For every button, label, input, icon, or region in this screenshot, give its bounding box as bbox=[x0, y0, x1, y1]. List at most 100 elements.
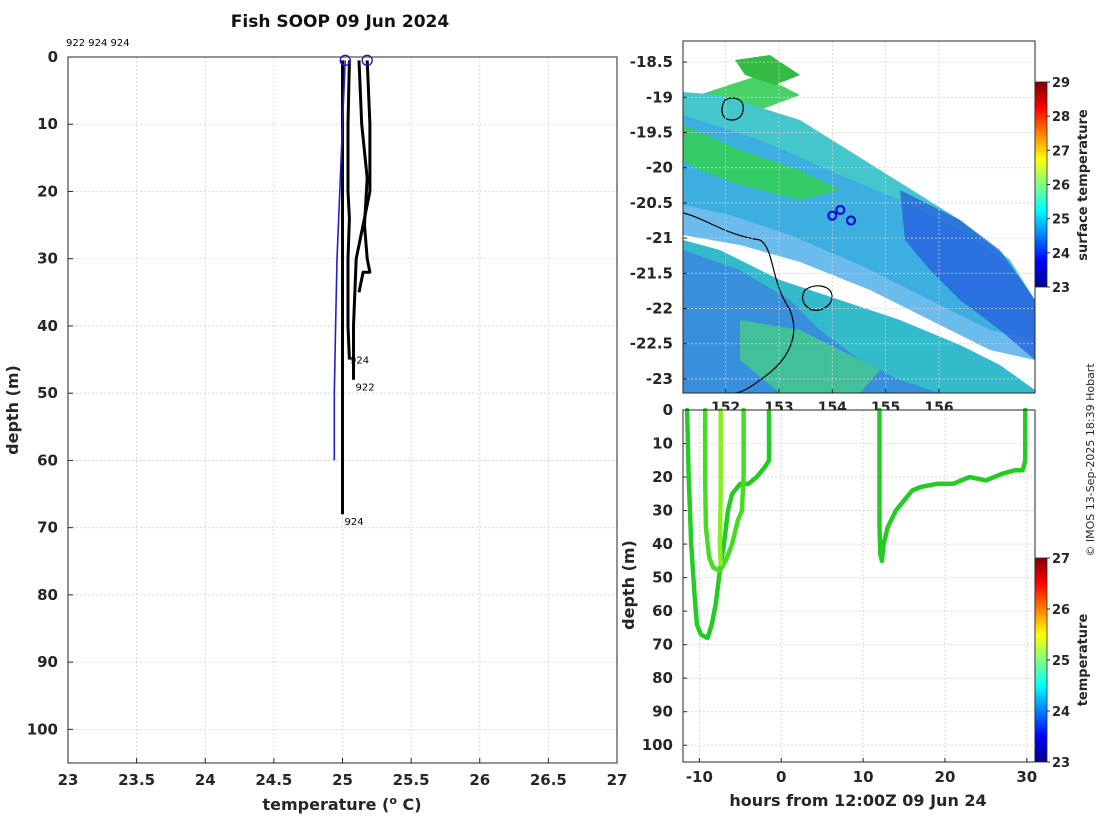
profile-y-tick-label: 100 bbox=[27, 720, 58, 738]
profile-x-axis-label: temperature (o C) bbox=[262, 794, 421, 815]
map-y-tick-label: -20.5 bbox=[630, 194, 673, 212]
profile-x-tick-label: 24.5 bbox=[255, 771, 292, 789]
profile-y-tick-label: 50 bbox=[37, 384, 58, 402]
depth-time-y-tick-label: 80 bbox=[652, 669, 673, 687]
profile-y-tick-label: 80 bbox=[37, 586, 58, 604]
sst-band-south-green bbox=[740, 320, 880, 393]
credit-text: © IMOS 13-Sep-2025 18:39 Hobart bbox=[1084, 363, 1097, 557]
map-station-markers bbox=[827, 204, 857, 226]
depth-time-series-line bbox=[717, 407, 723, 567]
depth-time-series-line bbox=[684, 407, 772, 641]
profile-y-tick-label: 40 bbox=[37, 317, 58, 335]
depth-time-y-tick-label: 0 bbox=[663, 401, 673, 419]
map-y-tick-label: -19 bbox=[646, 88, 673, 106]
depth-time-series-line bbox=[702, 407, 746, 574]
depth-time-x-axis-label: hours from 12:00Z 09 Jun 24 bbox=[729, 791, 986, 810]
profile-y-tick-label: 60 bbox=[37, 451, 58, 469]
depth-time-y-tick-label: 10 bbox=[652, 435, 673, 453]
profile-x-tick-label: 23 bbox=[58, 771, 79, 789]
sst-band-green-stripe bbox=[683, 125, 840, 200]
depth-time-y-tick-label: 50 bbox=[652, 569, 673, 587]
depth-time-colorbar-tick-label: 25 bbox=[1052, 654, 1070, 669]
profile-y-tick-label: 90 bbox=[37, 653, 58, 671]
depth-time-x-tick-label: 10 bbox=[853, 768, 874, 786]
profile-series-line bbox=[346, 60, 351, 360]
profile-surface-marker bbox=[339, 54, 351, 67]
profile-y-tick-label: 70 bbox=[37, 519, 58, 537]
sst-heatmap bbox=[683, 55, 1035, 393]
profile-y-tick-label: 10 bbox=[37, 115, 58, 133]
map-y-ticks: -18.5 -19 -19.5 -20 -20.5 -21 -21.5 -22 -22.5 -23 bbox=[630, 53, 673, 388]
map-y-tick-label: -19.5 bbox=[630, 124, 673, 142]
map-colorbar bbox=[1034, 81, 1048, 288]
profile-cast-label: 922 bbox=[355, 382, 374, 393]
depth-time-y-tick-label: 40 bbox=[652, 535, 673, 553]
depth-time-y-tick-label: 90 bbox=[652, 703, 673, 721]
depth-time-colorbar bbox=[1034, 557, 1048, 763]
profile-cast-label: 924 bbox=[345, 517, 364, 528]
depth-time-y-tick-label: 30 bbox=[652, 502, 673, 520]
map-y-tick-label: -22 bbox=[646, 300, 673, 318]
depth-time-colorbar-label: temperature bbox=[1076, 614, 1091, 707]
coastline bbox=[683, 212, 795, 393]
depth-time-colorbar-tick-label: 26 bbox=[1052, 603, 1070, 618]
reef-outline-north bbox=[721, 97, 744, 121]
profile-y-tick-label: 30 bbox=[37, 250, 58, 268]
map-colorbar-tick-label: 29 bbox=[1052, 76, 1070, 91]
map-y-tick-label: -18.5 bbox=[630, 53, 673, 71]
map-colorbar-label: surface temperature bbox=[1076, 109, 1091, 261]
profile-series-line bbox=[333, 60, 346, 461]
profile-y-tick-label: 0 bbox=[48, 48, 58, 66]
depth-time-series-line bbox=[877, 407, 1028, 564]
map-station-marker bbox=[845, 215, 857, 226]
depth-time-y-axis-label: depth (m) bbox=[619, 540, 638, 630]
profile-series bbox=[333, 54, 373, 515]
profile-x-tick-label: 25.5 bbox=[393, 771, 430, 789]
profile-labels: 924 922 924 bbox=[345, 356, 375, 528]
profile-top-label: 922 924 924 bbox=[66, 38, 130, 49]
map-colorbar-tick-label: 26 bbox=[1052, 179, 1070, 194]
map-y-tick-label: -21.5 bbox=[630, 264, 673, 282]
map-colorbar-tick-label: 23 bbox=[1052, 281, 1070, 296]
sst-band-cool bbox=[900, 190, 1035, 360]
reef-outline-south bbox=[802, 285, 833, 311]
map-colorbar-tick-label: 24 bbox=[1052, 247, 1070, 262]
depth-time-y-tick-label: 20 bbox=[652, 468, 673, 486]
map-y-tick-label: -20 bbox=[646, 159, 673, 177]
map-station-marker bbox=[827, 210, 838, 221]
map-y-tick-label: -21 bbox=[646, 229, 673, 247]
depth-time-y-tick-label: 70 bbox=[652, 636, 673, 654]
depth-time-colorbar-tick-label: 24 bbox=[1052, 705, 1070, 720]
map-station-marker bbox=[835, 204, 846, 216]
map-colorbar-tick-label: 28 bbox=[1052, 110, 1070, 125]
profile-x-tick-label: 23.5 bbox=[118, 771, 155, 789]
depth-time-x-tick-label: 20 bbox=[935, 768, 956, 786]
figure-title: Fish SOOP 09 Jun 2024 bbox=[231, 12, 450, 32]
profile-plot: 924 922 924 23 23.5 24 24.5 25 25.5 26 26.5 27 0 10… bbox=[3, 38, 627, 814]
depth-time-colorbar-tick-label: 27 bbox=[1052, 552, 1070, 567]
depth-time-y-tick-label: 100 bbox=[642, 736, 673, 754]
profile-x-tick-label: 24 bbox=[195, 771, 216, 789]
depth-time-colorbar-ticks: 23 24 25 26 27 bbox=[1047, 552, 1070, 771]
profile-x-tick-label: 26.5 bbox=[530, 771, 567, 789]
depth-time-plot: -10 0 10 20 30 0 10 20 30 40 50 60 70 80 90 100 hours … bbox=[619, 401, 1091, 810]
depth-time-y-ticks: 0 10 20 30 40 50 60 70 80 90 100 bbox=[642, 401, 673, 754]
depth-time-x-ticks: -10 0 10 20 30 bbox=[686, 768, 1037, 786]
map-grid bbox=[683, 41, 1035, 393]
map-plot: 152 153 154 155 156 -18.5-19-19.5-20-20.5-21… bbox=[630, 40, 1091, 416]
map-colorbar-tick-label: 27 bbox=[1052, 144, 1070, 159]
map-colorbar-tick-label: 25 bbox=[1052, 213, 1070, 228]
profile-surface-marker bbox=[361, 54, 373, 67]
profile-x-tick-label: 25 bbox=[332, 771, 353, 789]
profile-y-tick-label: 20 bbox=[37, 182, 58, 200]
profile-x-tick-label: 26 bbox=[469, 771, 490, 789]
profile-cast-label: 924 bbox=[350, 356, 369, 367]
depth-time-colorbar-tick-label: 23 bbox=[1052, 756, 1070, 771]
profile-y-axis-label: depth (m) bbox=[3, 365, 22, 455]
map-colorbar-ticks: 23 24 25 26 27 28 29 bbox=[1047, 76, 1070, 296]
profile-series-line bbox=[357, 60, 372, 293]
depth-time-x-tick-label: -10 bbox=[686, 768, 713, 786]
map-y-tick-label: -23 bbox=[646, 370, 673, 388]
depth-time-y-tick-label: 60 bbox=[652, 602, 673, 620]
